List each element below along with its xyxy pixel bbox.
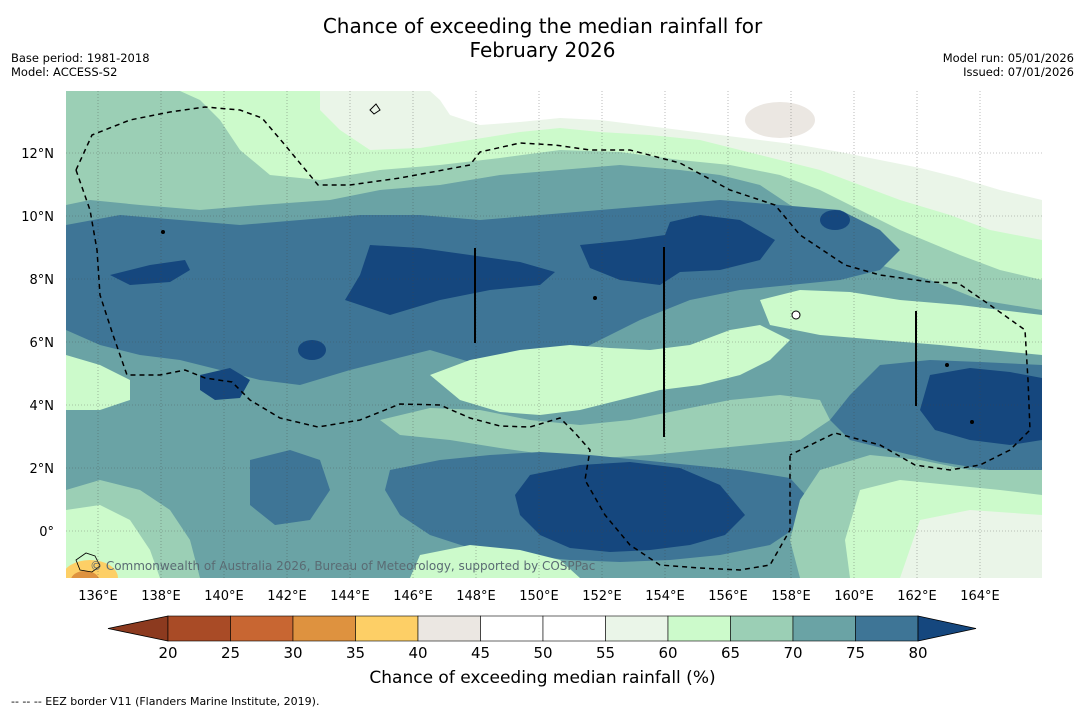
field-south-60 bbox=[66, 505, 160, 578]
issued-date: Issued: 07/01/2026 bbox=[963, 65, 1074, 79]
field-north-white bbox=[430, 91, 1042, 200]
eez-border-palau-fsm-west bbox=[75, 106, 1031, 471]
colorbar-tick-label: 55 bbox=[596, 644, 615, 662]
chart-title: Chance of exceeding the median rainfall … bbox=[0, 14, 1085, 62]
colorbar-segment bbox=[542, 615, 606, 642]
lat-axis-labels: 12°N 10°N 8°N 6°N 4°N 2°N 0° bbox=[21, 147, 54, 540]
lon-label: 164°E bbox=[960, 589, 1000, 604]
island-markers bbox=[161, 103, 974, 424]
colorbar-tick-label: 35 bbox=[346, 644, 365, 662]
eez-border-west-loop bbox=[75, 169, 791, 571]
field-mid-60 bbox=[430, 325, 790, 415]
field-dry-patch-30 bbox=[71, 571, 99, 578]
colorbar-tick-label: 25 bbox=[221, 644, 240, 662]
colorbar-segment bbox=[667, 615, 731, 642]
lon-label: 156°E bbox=[708, 589, 748, 604]
lon-label: 158°E bbox=[771, 589, 811, 604]
lon-label: 144°E bbox=[330, 589, 370, 604]
colorbar-tick-label: 65 bbox=[721, 644, 740, 662]
lon-label: 136°E bbox=[78, 589, 118, 604]
colorbar-segment bbox=[730, 615, 794, 642]
colorbar-segment bbox=[855, 615, 919, 642]
colorbar-segment bbox=[230, 615, 294, 642]
colorbar-tick-label: 80 bbox=[908, 644, 927, 662]
field-east-60 bbox=[760, 290, 1042, 355]
lon-label: 162°E bbox=[897, 589, 937, 604]
title-line-1: Chance of exceeding the median rainfall … bbox=[322, 14, 763, 38]
field-dark-80-c bbox=[580, 215, 775, 285]
rainfall-map-field bbox=[66, 91, 1042, 578]
eez-footnote: -- -- -- EEZ border V11 (Flanders Marine… bbox=[11, 695, 320, 708]
colorbar-tick-label: 40 bbox=[408, 644, 427, 662]
field-dark-80-f bbox=[200, 368, 250, 400]
island-dot-b bbox=[593, 296, 597, 300]
colorbar-segment bbox=[605, 615, 669, 642]
lat-label: 10°N bbox=[21, 210, 54, 225]
gridlines bbox=[66, 91, 1042, 578]
lon-label: 160°E bbox=[834, 589, 874, 604]
island-dot-c bbox=[945, 363, 949, 367]
island-dot-d bbox=[970, 420, 974, 424]
colorbar-tick-label: 45 bbox=[471, 644, 490, 662]
vertical-markers bbox=[474, 247, 917, 437]
eez-borders bbox=[75, 106, 1031, 571]
lon-label: 148°E bbox=[456, 589, 496, 604]
field-south-80 bbox=[515, 462, 745, 552]
colorbar-tick-label: 20 bbox=[158, 644, 177, 662]
colorbar-under-arrow bbox=[107, 615, 169, 642]
colorbar-tick-label: 50 bbox=[533, 644, 552, 662]
coastline-new-guinea bbox=[75, 552, 101, 573]
lon-label: 142°E bbox=[267, 589, 307, 604]
lon-label: 152°E bbox=[582, 589, 622, 604]
lon-axis-labels: 136°E 138°E 140°E 142°E 144°E 146°E 148°E 150°E… bbox=[78, 589, 1000, 604]
lon-label: 150°E bbox=[519, 589, 559, 604]
lat-label: 0° bbox=[39, 525, 54, 540]
lat-label: 12°N bbox=[21, 147, 54, 162]
field-se-55 bbox=[900, 510, 1042, 578]
lon-label: 140°E bbox=[204, 589, 244, 604]
field-dark-80-e bbox=[298, 340, 326, 360]
lat-label: 4°N bbox=[30, 399, 55, 414]
colorbar-segment bbox=[417, 615, 481, 642]
colorbar-tick-label: 30 bbox=[283, 644, 302, 662]
meta-right: Model run: 05/01/2026 Issued: 07/01/2026 bbox=[943, 51, 1074, 79]
field-dark-80-d bbox=[820, 210, 850, 230]
colorbar-segment bbox=[792, 615, 856, 642]
field-mid-65 bbox=[380, 395, 830, 458]
colorbar-segment bbox=[167, 615, 231, 642]
island-pohnpei bbox=[791, 310, 801, 320]
colorbar bbox=[107, 615, 977, 642]
lon-label: 138°E bbox=[141, 589, 181, 604]
colorbar-ticks: 20 25 30 35 40 45 50 55 60 65 70 75 80 bbox=[158, 644, 927, 662]
colorbar-tick-label: 70 bbox=[783, 644, 802, 662]
lat-label: 6°N bbox=[30, 336, 55, 351]
lat-label: 2°N bbox=[30, 462, 55, 477]
model-name: Model: ACCESS-S2 bbox=[11, 65, 118, 79]
colorbar-over-arrow bbox=[917, 615, 977, 642]
base-period: Base period: 1981-2018 bbox=[11, 51, 150, 65]
field-south-mid-60 bbox=[410, 545, 580, 578]
island-fais bbox=[369, 103, 381, 115]
copyright-text: © Commonwealth of Australia 2026, Bureau… bbox=[90, 559, 595, 573]
island-dot-a bbox=[161, 230, 165, 234]
field-sw-75 bbox=[250, 450, 330, 525]
lat-label: 8°N bbox=[30, 273, 55, 288]
colorbar-segment bbox=[355, 615, 419, 642]
meta-left: Base period: 1981-2018 Model: ACCESS-S2 bbox=[11, 51, 150, 79]
colorbar-label: Chance of exceeding median rainfall (%) bbox=[369, 668, 716, 688]
lon-label: 146°E bbox=[393, 589, 433, 604]
field-dark-80-b bbox=[345, 245, 555, 315]
model-run: Model run: 05/01/2026 bbox=[942, 51, 1074, 65]
field-east-80 bbox=[920, 368, 1042, 445]
colorbar-tick-label: 75 bbox=[846, 644, 865, 662]
colorbar-segment bbox=[292, 615, 356, 642]
field-patch-40 bbox=[745, 102, 815, 138]
lon-label: 154°E bbox=[645, 589, 685, 604]
title-line-2: February 2026 bbox=[469, 38, 616, 62]
colorbar-segment bbox=[480, 615, 544, 642]
colorbar-tick-label: 60 bbox=[658, 644, 677, 662]
